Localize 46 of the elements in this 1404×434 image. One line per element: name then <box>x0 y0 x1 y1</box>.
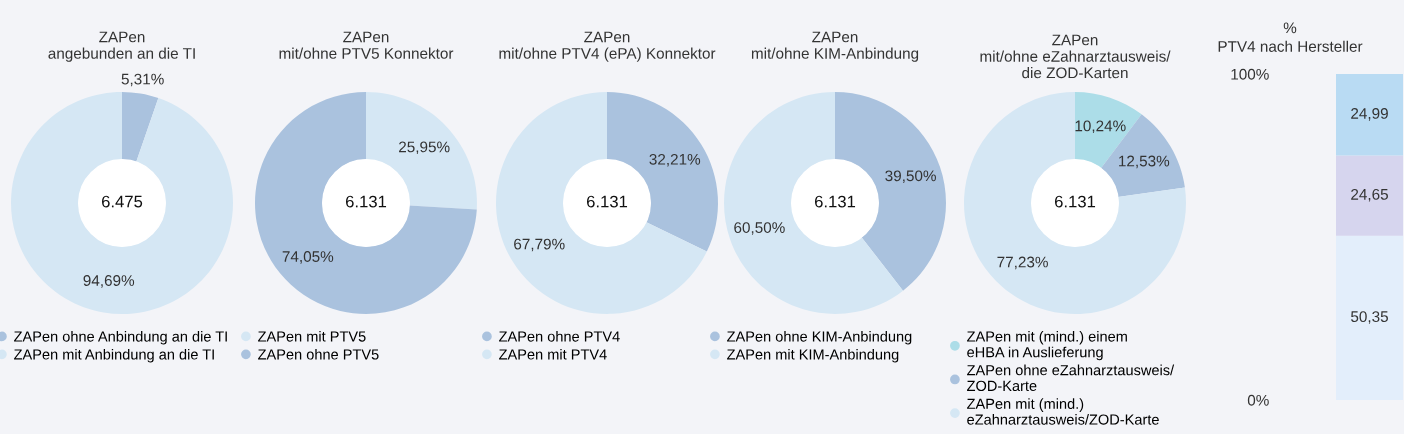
annotation: 6.131 <box>586 195 628 208</box>
chart-title: ZAPen mit/ohne PTV5 Konnektor <box>279 31 454 59</box>
donut-slice <box>11 92 233 314</box>
annotation: 6.475 <box>101 195 143 208</box>
annotation: 6.131 <box>1054 195 1096 208</box>
chart-title: ZAPen mit/ohne PTV4 (ePA) Konnektor <box>499 31 716 62</box>
legend-label: ZAPen ohne PTV5 <box>258 348 379 360</box>
chart-title: ZAPen mit/ohne eZahnarztausweis/ die ZOD-Karten <box>980 34 1171 79</box>
data-label: 24,99 <box>1351 108 1388 121</box>
data-label: 10,24% <box>1075 120 1126 134</box>
bar <box>1336 74 1403 156</box>
legend-label: ZAPen mit PTV4 <box>499 348 607 360</box>
annotation: 6.131 <box>345 195 387 208</box>
donut-slice <box>496 92 707 314</box>
data-label: 50,35 <box>1351 311 1388 324</box>
legend-label: ZAPen ohne KIM-Anbindung <box>727 330 912 345</box>
chart-title: % PTV4 nach Hersteller <box>1218 22 1363 52</box>
data-label: 12,53% <box>1119 155 1170 169</box>
data-label: 32,21% <box>649 153 701 167</box>
y-tick-label: 100% <box>1231 68 1269 80</box>
data-label: 74,05% <box>282 251 334 264</box>
bar <box>1336 235 1403 400</box>
donut-slice <box>122 92 159 163</box>
chart-title: ZAPen mit/ohne KIM-Anbindung <box>751 31 919 62</box>
legend-label: ZAPen mit KIM-Anbindung <box>727 348 899 363</box>
legend-label: ZAPen ohne PTV4 <box>499 330 620 342</box>
data-label: 24,65 <box>1351 188 1388 202</box>
data-label: 60,50% <box>734 222 785 235</box>
donut-slice <box>255 92 477 314</box>
chart-title: ZAPen angebunden an die TI <box>48 31 195 62</box>
legend-label: ZAPen ohne eZahnarztausweis/ ZOD-Karte <box>967 364 1175 392</box>
legend-label: ZAPen mit (mind.) einem eHBA in Auslieferung <box>967 330 1127 361</box>
bar <box>1336 155 1403 236</box>
y-tick-label: 0% <box>1247 394 1269 406</box>
data-label: 25,95% <box>399 141 450 155</box>
legend-label: ZAPen mit Anbindung an die TI <box>14 348 214 363</box>
legend-label: ZAPen ohne Anbindung an die TI <box>14 330 227 345</box>
data-label: 94,69% <box>83 275 135 288</box>
data-label: 39,50% <box>885 170 936 184</box>
annotation: 6.131 <box>814 195 856 208</box>
legend-label: ZAPen mit (mind.) eZahnarztausweis/ZOD-Karte <box>967 398 1159 425</box>
legend-label: ZAPen mit PTV5 <box>258 330 366 342</box>
data-label: 77,23% <box>997 256 1048 270</box>
data-label: 5,31% <box>121 73 164 87</box>
donut-slice <box>964 92 1186 314</box>
data-label: 67,79% <box>514 238 565 252</box>
